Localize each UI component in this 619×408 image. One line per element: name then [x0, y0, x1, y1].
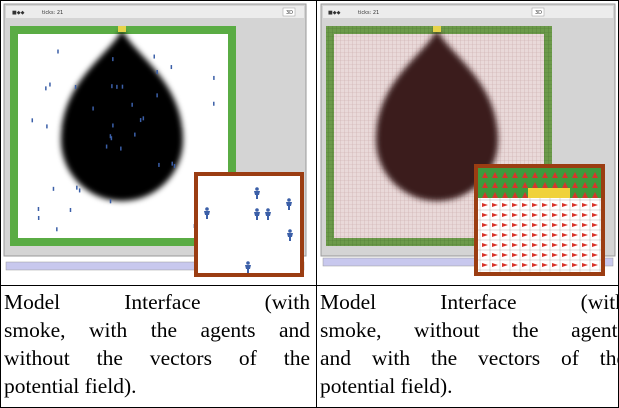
agent: [213, 76, 215, 80]
agent: [49, 83, 51, 87]
agent: [116, 85, 118, 89]
agent: [75, 85, 77, 89]
agent: [32, 118, 34, 122]
button-label: 3D: [535, 10, 542, 16]
caption-line: Model Interface (with: [320, 288, 619, 316]
caption-line: potential field).: [4, 372, 310, 400]
caption-line: smoke, without the agents: [320, 316, 619, 344]
agent: [140, 118, 142, 122]
agent: [92, 107, 94, 111]
agent: [158, 163, 160, 167]
agent: [70, 208, 72, 212]
agent: [171, 162, 173, 166]
exit: [433, 26, 441, 32]
caption-line: and with the vectors of the: [320, 344, 619, 372]
agent: [174, 164, 176, 168]
caption-line: potential field).: [320, 372, 619, 400]
agent: [38, 216, 40, 220]
agent: [171, 65, 173, 69]
agent: [76, 186, 78, 190]
agent: [156, 70, 158, 74]
agent: [156, 93, 158, 97]
caption-line: without the vectors of the: [4, 344, 310, 372]
figure-table: ■◆◆ ticks: 21 3D ■◆◆ ticks: 21 3D Model …: [0, 0, 619, 408]
agent: [111, 84, 113, 88]
ticks-label: ticks: 21: [358, 10, 379, 16]
agent: [122, 85, 124, 89]
toolbar-icons: ■◆◆: [12, 10, 25, 16]
caption-line: smoke, with the agents and: [4, 316, 310, 344]
agent: [112, 57, 114, 61]
agent: [110, 134, 112, 138]
agent: [120, 147, 122, 151]
inset-exit: [528, 188, 570, 198]
ticks-label: ticks: 21: [42, 10, 63, 16]
agent: [79, 188, 81, 192]
agent: [46, 124, 48, 128]
agent: [106, 145, 108, 149]
agent: [213, 102, 215, 106]
agent: [134, 133, 136, 137]
agent: [57, 50, 59, 54]
agent: [53, 187, 55, 191]
agent: [110, 199, 112, 203]
zoom-inset: [196, 174, 302, 275]
agent: [45, 86, 47, 90]
agent: [56, 227, 58, 231]
agent: [131, 103, 133, 107]
agent: [153, 55, 155, 59]
caption-line: Model Interface (with: [4, 288, 310, 316]
agent: [112, 123, 114, 127]
button-label: 3D: [286, 10, 293, 16]
toolbar-icons: ■◆◆: [328, 10, 341, 16]
agent: [38, 207, 40, 211]
agent: [143, 116, 145, 120]
exit: [118, 26, 126, 32]
